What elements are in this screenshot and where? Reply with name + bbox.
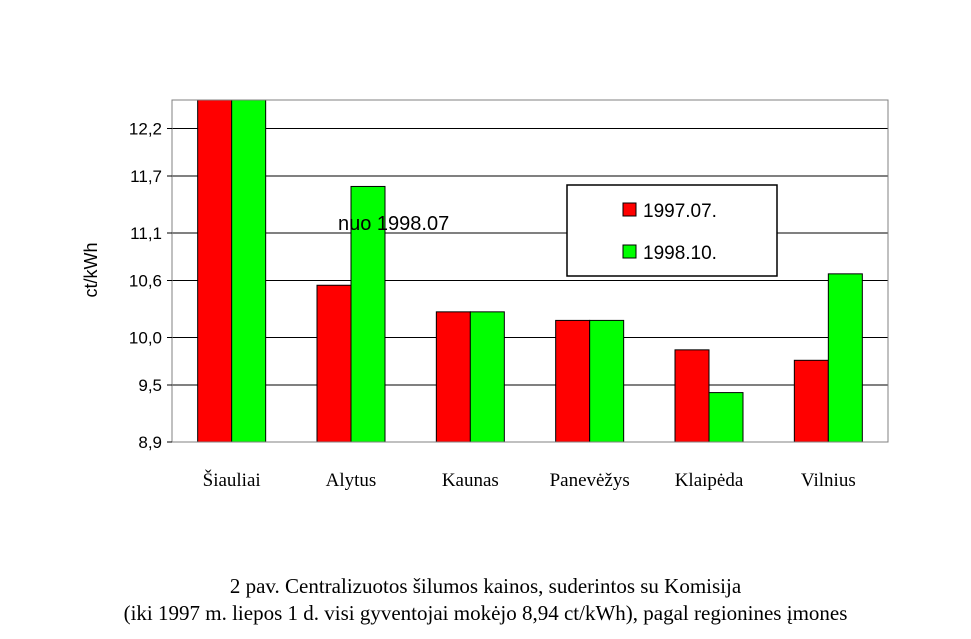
y-tick-label: 8,9 bbox=[138, 433, 162, 452]
annotation-label: nuo 1998.07 bbox=[338, 213, 449, 235]
legend-swatch-1997 bbox=[622, 202, 637, 217]
bar-1998-2 bbox=[469, 311, 505, 443]
y-tick-label: 9,5 bbox=[138, 376, 162, 395]
bar-1997-2 bbox=[435, 311, 471, 443]
x-category-label: Klaipėda bbox=[675, 470, 744, 491]
x-category-label: Alytus bbox=[326, 470, 377, 491]
y-tick-label: 10,0 bbox=[129, 329, 162, 348]
figure-caption-line-2: (iki 1997 m. liepos 1 d. visi gyventojai… bbox=[123, 601, 848, 625]
y-tick-label: 12,2 bbox=[129, 120, 162, 139]
legend-label-1997: 1997.07. bbox=[643, 201, 717, 222]
y-tick-label: 10,6 bbox=[129, 272, 162, 291]
legend-box bbox=[566, 184, 778, 277]
plot-area bbox=[171, 99, 889, 443]
bar-1998-1 bbox=[350, 185, 386, 443]
figure-caption-line-1: 2 pav. Centralizuotos šilumos kainos, su… bbox=[229, 574, 742, 598]
legend-swatch-1998 bbox=[622, 244, 637, 259]
x-category-label: Šiauliai bbox=[203, 469, 261, 491]
gridlines bbox=[172, 128, 888, 443]
legend-label-1998: 1998.10. bbox=[643, 243, 717, 264]
y-tick-label: 11,7 bbox=[130, 167, 162, 186]
bar-1997-5 bbox=[793, 359, 829, 443]
bar-1997-4 bbox=[674, 349, 710, 443]
bar-1998-5 bbox=[827, 273, 863, 443]
bar-1997-0 bbox=[197, 99, 233, 443]
y-axis-ticks: 12,2 11,7 11,1 10,6 10,0 9,5 8,9 bbox=[129, 120, 172, 452]
bar-1998-3 bbox=[589, 319, 625, 443]
x-category-label: Panevėžys bbox=[550, 470, 630, 491]
legend: 1997.07. 1998.10. bbox=[566, 184, 778, 277]
bar-1997-1 bbox=[316, 284, 352, 443]
x-axis-categories: Šiauliai Alytus Kaunas Panevėžys Klaipėda Vil… bbox=[203, 469, 856, 491]
x-category-label: Vilnius bbox=[801, 470, 856, 491]
y-axis-title: ct/kWh bbox=[81, 242, 101, 297]
y-tick-label: 11,1 bbox=[130, 224, 162, 243]
bar-1998-4 bbox=[708, 392, 744, 443]
bar-1997-3 bbox=[555, 319, 591, 443]
bars bbox=[197, 99, 863, 443]
x-category-label: Kaunas bbox=[442, 470, 499, 491]
bar-1998-0 bbox=[231, 99, 267, 443]
